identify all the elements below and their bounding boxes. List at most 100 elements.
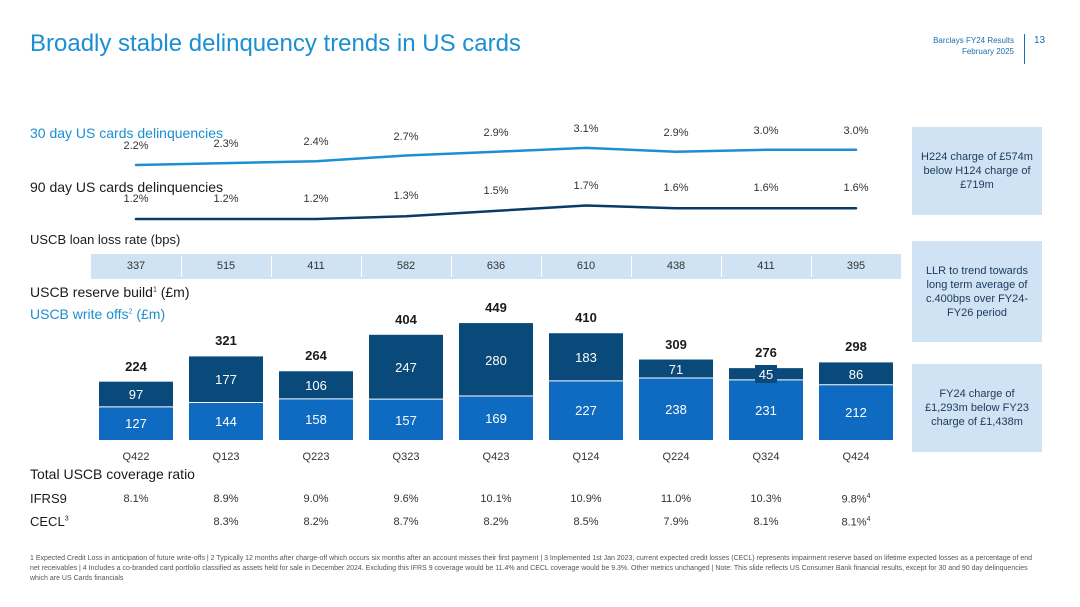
write-off-value: 212 bbox=[845, 405, 867, 421]
cecl-sup: 3 bbox=[64, 515, 69, 523]
write-off-bar bbox=[369, 399, 443, 440]
reserve-build-value: 71 bbox=[668, 361, 684, 377]
write-off-bar bbox=[639, 378, 713, 440]
ifrs9-value: 10.9% bbox=[570, 493, 602, 505]
bar-total-value: 309 bbox=[665, 336, 687, 352]
reserve-build-value: 177 bbox=[215, 372, 237, 388]
llr-value: 438 bbox=[666, 260, 686, 272]
dq90-value: 1.2% bbox=[213, 193, 239, 205]
reserve-build-value: 247 bbox=[395, 359, 417, 375]
dq90-value: 1.6% bbox=[843, 182, 869, 195]
reserve-build-value: 183 bbox=[575, 350, 597, 366]
ifrs9-value: 8.1% bbox=[123, 493, 149, 505]
write-off-bar bbox=[729, 379, 803, 440]
reserve-build-bar bbox=[279, 371, 353, 399]
dq30-value: 2.9% bbox=[663, 126, 689, 139]
llr-divider bbox=[811, 256, 812, 277]
write-off-value: 157 bbox=[395, 412, 417, 428]
write-off-value: 231 bbox=[755, 402, 777, 418]
bar-total-value: 404 bbox=[395, 311, 417, 327]
llr-divider bbox=[631, 256, 632, 277]
reserve-build-bar bbox=[99, 381, 173, 407]
dq30-value: 3.1% bbox=[573, 122, 599, 135]
dq90-value: 1.7% bbox=[573, 179, 599, 192]
llr-value: 582 bbox=[396, 260, 416, 272]
x-axis-label: Q223 bbox=[302, 451, 330, 463]
side-box-fy24-charge: FY24 charge of £1,293m below FY23 charge… bbox=[912, 364, 1042, 452]
cecl-value: 8.2% bbox=[303, 516, 329, 528]
llr-strip bbox=[91, 254, 901, 279]
dq90-value: 1.6% bbox=[663, 182, 689, 195]
reserve-build-value: 97 bbox=[128, 387, 144, 403]
llr-divider bbox=[361, 256, 362, 277]
llr-value: 515 bbox=[216, 260, 236, 272]
dq90-value: 1.3% bbox=[393, 190, 419, 203]
side-box-llr-trend: LLR to trend towards long term average o… bbox=[912, 241, 1042, 342]
ifrs9-footnote-sup: 4 bbox=[866, 493, 871, 500]
side-box-h224-charge: H224 charge of £574m below H124 charge o… bbox=[912, 127, 1042, 215]
reserve-build-bar bbox=[639, 359, 713, 379]
write-offs-text: USCB write offs bbox=[30, 306, 129, 322]
dq30-value: 2.4% bbox=[303, 136, 329, 149]
x-axis-label: Q324 bbox=[752, 451, 780, 463]
reserve-build-value: 280 bbox=[485, 352, 507, 368]
bar-total-value: 321 bbox=[215, 333, 237, 349]
reserve-build-value-box bbox=[755, 364, 777, 383]
bar-total-value: 276 bbox=[755, 345, 777, 361]
write-offs-sup: 2 bbox=[128, 308, 133, 316]
reserve-build-label: USCB reserve build1 (£m) bbox=[30, 284, 190, 300]
dq90-value: 1.2% bbox=[123, 193, 149, 205]
header-info: Barclays FY24 Results February 2025 bbox=[933, 35, 1014, 57]
llr-divider bbox=[451, 256, 452, 277]
ifrs9-value: 11.0% bbox=[660, 493, 692, 505]
write-off-bar bbox=[99, 406, 173, 440]
x-axis-label: Q224 bbox=[662, 451, 690, 463]
ifrs9-value: 10.3% bbox=[750, 493, 782, 505]
llr-divider bbox=[181, 256, 182, 277]
coverage-label: Total USCB coverage ratio bbox=[30, 466, 195, 482]
cecl-footnote-sup: 4 bbox=[866, 516, 871, 523]
reserve-build-value: 86 bbox=[848, 366, 864, 382]
ifrs9-value: 10.1% bbox=[480, 493, 512, 505]
llr-divider bbox=[721, 256, 722, 277]
dq90-line bbox=[134, 204, 858, 221]
cecl-value: 8.1%4 bbox=[841, 516, 871, 529]
bar-total-value: 298 bbox=[845, 339, 867, 355]
bar-total-value: 410 bbox=[575, 310, 597, 326]
x-axis-label: Q422 bbox=[122, 451, 150, 463]
write-off-bar bbox=[819, 384, 893, 440]
bar-total-value: 224 bbox=[125, 358, 147, 374]
write-off-bar bbox=[549, 380, 623, 440]
x-axis-label: Q323 bbox=[392, 451, 420, 463]
cecl-value: 8.1% bbox=[753, 516, 779, 528]
dq90-value: 1.6% bbox=[753, 182, 779, 195]
dq30-value: 2.2% bbox=[123, 140, 149, 152]
ifrs9-value: 9.0% bbox=[303, 493, 329, 505]
write-off-bar bbox=[279, 398, 353, 440]
dq30-label: 30 day US cards delinquencies bbox=[30, 125, 224, 141]
cecl-label: CECL3 bbox=[30, 514, 69, 529]
write-off-value: 127 bbox=[125, 416, 147, 432]
reserve-build-sup: 1 bbox=[152, 286, 157, 294]
write-off-bar bbox=[189, 402, 263, 440]
write-off-value: 227 bbox=[575, 403, 597, 419]
reserve-build-text: USCB reserve build bbox=[30, 284, 153, 300]
x-axis-label: Q123 bbox=[212, 451, 240, 463]
llr-value: 395 bbox=[846, 260, 866, 272]
reserve-build-value: 45 bbox=[758, 366, 774, 382]
reserve-build-value: 106 bbox=[305, 378, 327, 394]
ifrs9-value: 9.6% bbox=[393, 493, 419, 505]
llr-divider bbox=[541, 256, 542, 277]
write-off-value: 169 bbox=[485, 410, 507, 426]
dq30-value: 2.3% bbox=[213, 138, 239, 151]
bar-total-value: 449 bbox=[485, 300, 507, 316]
dq90-value: 1.5% bbox=[483, 184, 509, 197]
dq30-value: 3.0% bbox=[753, 124, 779, 137]
cecl-value: 8.3% bbox=[213, 516, 239, 528]
reserve-build-bar bbox=[459, 323, 533, 396]
header-line2: February 2025 bbox=[961, 47, 1014, 56]
write-offs-unit: (£m) bbox=[132, 306, 166, 322]
llr-value: 636 bbox=[486, 260, 506, 272]
x-axis-label: Q124 bbox=[572, 451, 600, 463]
